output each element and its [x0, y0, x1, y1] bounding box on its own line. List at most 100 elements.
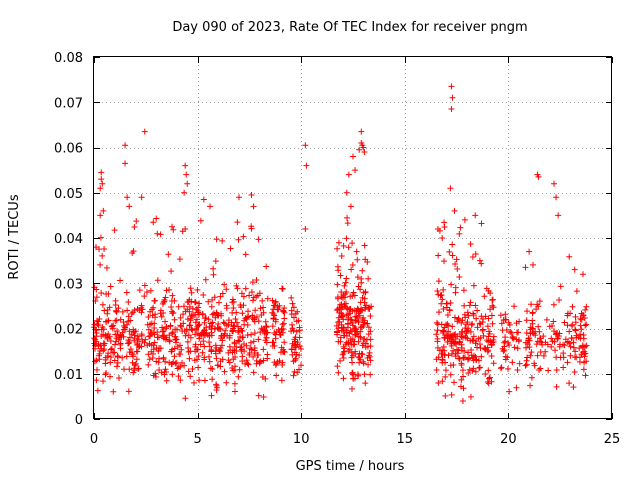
data-point [444, 339, 451, 346]
data-point [528, 301, 535, 308]
data-point [449, 338, 456, 345]
data-point [208, 347, 215, 354]
data-point [111, 349, 118, 356]
data-point [148, 320, 155, 327]
data-point [364, 343, 371, 350]
data-point [340, 375, 347, 382]
x-tick-label: 20 [500, 432, 517, 447]
data-point [233, 282, 240, 289]
data-point [350, 289, 357, 296]
data-point [161, 332, 168, 339]
data-point [196, 321, 203, 328]
data-point [161, 369, 168, 376]
data-point [119, 308, 126, 315]
data-point [548, 335, 555, 342]
data-point [452, 260, 459, 267]
data-point [249, 315, 256, 322]
data-point [540, 352, 547, 359]
data-point [340, 325, 347, 332]
data-point [344, 321, 351, 328]
data-point [345, 244, 352, 251]
data-point [231, 339, 238, 346]
data-point [442, 359, 449, 366]
data-point [366, 353, 373, 360]
data-point [434, 225, 441, 232]
data-point [105, 317, 112, 324]
data-point [575, 334, 582, 341]
data-point [476, 364, 483, 371]
data-point [211, 294, 218, 301]
data-point [482, 371, 489, 378]
data-point [482, 313, 489, 320]
data-point [272, 298, 279, 305]
data-point [141, 128, 148, 135]
data-point [271, 342, 278, 349]
data-point [98, 169, 105, 176]
data-point [104, 335, 111, 342]
data-point [349, 385, 356, 392]
data-point [239, 310, 246, 317]
data-point [217, 326, 224, 333]
data-point [248, 289, 255, 296]
data-point [367, 328, 374, 335]
data-point [539, 341, 546, 348]
data-point [298, 362, 305, 369]
data-point [171, 316, 178, 323]
data-point [466, 302, 473, 309]
data-point [195, 322, 202, 329]
data-point [566, 328, 573, 335]
data-point [147, 287, 154, 294]
data-point [472, 357, 479, 364]
data-point [436, 309, 443, 316]
data-point [555, 212, 562, 219]
data-point [577, 331, 584, 338]
data-point [263, 324, 270, 331]
data-point [367, 313, 374, 320]
data-point [221, 281, 228, 288]
data-point [138, 194, 145, 201]
data-point [245, 308, 252, 315]
data-point [523, 317, 530, 324]
data-point [146, 356, 153, 363]
data-point [433, 331, 440, 338]
data-point [243, 357, 250, 364]
data-point [569, 303, 576, 310]
data-point [248, 331, 255, 338]
data-point [288, 328, 295, 335]
data-point [570, 384, 577, 391]
data-point [467, 328, 474, 335]
data-point [217, 358, 224, 365]
data-point [276, 328, 283, 335]
data-point [459, 367, 466, 374]
data-point [554, 329, 561, 336]
data-point [485, 367, 492, 374]
data-point [446, 248, 453, 255]
data-point [347, 293, 354, 300]
data-point [207, 203, 214, 210]
y-axis-label: ROTI / TECUs [7, 194, 22, 279]
x-tick-label: 10 [293, 432, 310, 447]
data-point [183, 171, 190, 178]
data-point [186, 308, 193, 315]
data-point [126, 366, 133, 373]
data-point [198, 331, 205, 338]
data-point [117, 340, 124, 347]
data-point [529, 325, 536, 332]
data-point [522, 362, 529, 369]
data-point [238, 290, 245, 297]
data-point [582, 372, 589, 379]
data-point [257, 305, 264, 312]
data-point [516, 360, 523, 367]
data-point [178, 346, 185, 353]
data-point [470, 310, 477, 317]
data-point [351, 292, 358, 299]
data-point [536, 298, 543, 305]
data-point [149, 312, 156, 319]
data-point [441, 219, 448, 226]
data-point [524, 354, 531, 361]
data-point [144, 342, 151, 349]
data-point [459, 397, 466, 404]
data-point [337, 272, 344, 279]
data-point [537, 365, 544, 372]
